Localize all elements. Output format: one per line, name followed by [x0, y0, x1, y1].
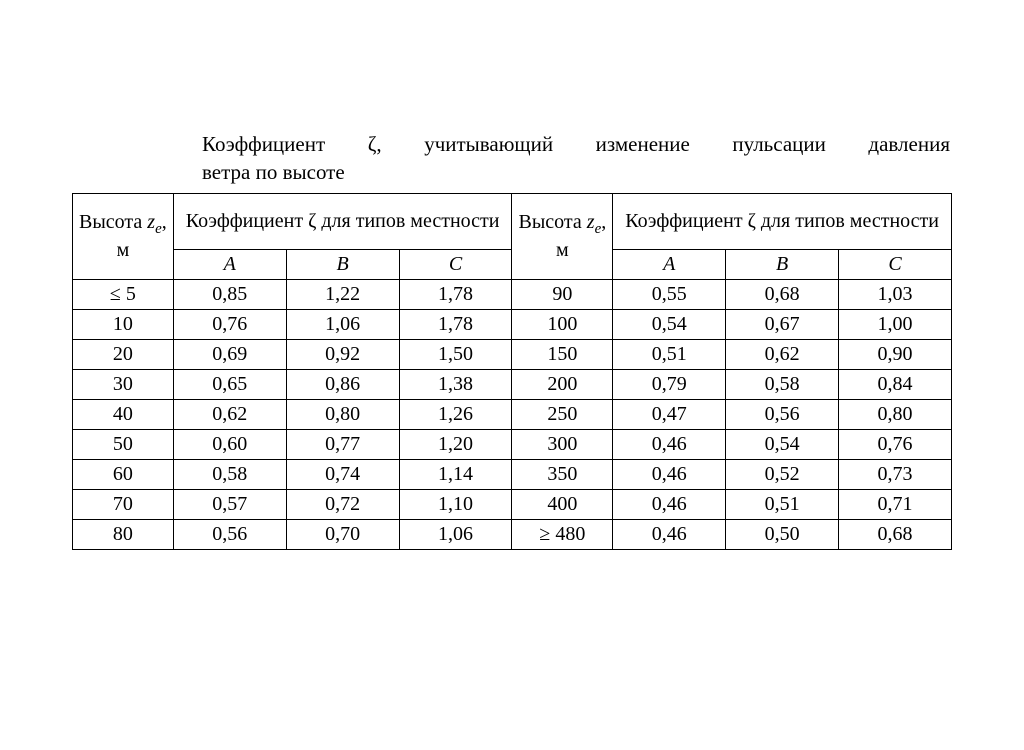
table-cell: 0,47	[613, 399, 726, 429]
table-cell: 400	[512, 489, 613, 519]
table-head: Высота ze, м Коэффициент ζ для типов мес…	[73, 193, 952, 279]
table-cell: 1,06	[399, 519, 512, 549]
table-cell: 0,69	[173, 339, 286, 369]
table-row: 500,600,771,203000,460,540,76	[73, 429, 952, 459]
table-cell: 40	[73, 399, 174, 429]
table-cell: 0,62	[173, 399, 286, 429]
table-cell: 1,06	[286, 309, 399, 339]
table-cell: 0,56	[173, 519, 286, 549]
table-cell: 0,58	[173, 459, 286, 489]
table-cell: 90	[512, 279, 613, 309]
table-cell: 0,72	[286, 489, 399, 519]
table-cell: 0,46	[613, 489, 726, 519]
table-cell: 0,80	[286, 399, 399, 429]
table-row: ≤ 50,851,221,78900,550,681,03	[73, 279, 952, 309]
header-coeff-left: Коэффициент ζ для типов местности	[173, 193, 512, 249]
table-cell: 300	[512, 429, 613, 459]
table-cell: 0,46	[613, 429, 726, 459]
header-a-right: A	[613, 249, 726, 279]
table-cell: 0,80	[839, 399, 952, 429]
table-cell: 0,85	[173, 279, 286, 309]
table-cell: 0,77	[286, 429, 399, 459]
table-cell: 1,78	[399, 279, 512, 309]
table-cell: 0,71	[839, 489, 952, 519]
table-cell: ≥ 480	[512, 519, 613, 549]
table-cell: 250	[512, 399, 613, 429]
table-cell: 100	[512, 309, 613, 339]
caption-line-2: ветра по высоте	[72, 158, 952, 186]
table-body: ≤ 50,851,221,78900,550,681,03100,761,061…	[73, 279, 952, 549]
table-cell: 0,76	[839, 429, 952, 459]
table-row: 200,690,921,501500,510,620,90	[73, 339, 952, 369]
table-cell: 0,70	[286, 519, 399, 549]
header-b-left: B	[286, 249, 399, 279]
table-cell: 0,68	[839, 519, 952, 549]
table-cell: 1,10	[399, 489, 512, 519]
table-cell: 0,56	[726, 399, 839, 429]
table-cell: 70	[73, 489, 174, 519]
table-cell: 0,62	[726, 339, 839, 369]
table-cell: 0,86	[286, 369, 399, 399]
table-cell: 1,38	[399, 369, 512, 399]
table-row: 100,761,061,781000,540,671,00	[73, 309, 952, 339]
header-c-right: C	[839, 249, 952, 279]
table-cell: 50	[73, 429, 174, 459]
table-row: 600,580,741,143500,460,520,73	[73, 459, 952, 489]
table-cell: 0,54	[726, 429, 839, 459]
caption-line-1: Коэффициент ζ, учитывающий изменение пул…	[72, 130, 952, 158]
table-row: 300,650,861,382000,790,580,84	[73, 369, 952, 399]
table-cell: 0,46	[613, 519, 726, 549]
table-row: 400,620,801,262500,470,560,80	[73, 399, 952, 429]
table-cell: 0,65	[173, 369, 286, 399]
table-cell: 0,84	[839, 369, 952, 399]
table-cell: 1,20	[399, 429, 512, 459]
table-cell: 0,67	[726, 309, 839, 339]
table-cell: 0,57	[173, 489, 286, 519]
table-cell: 200	[512, 369, 613, 399]
table-cell: 0,50	[726, 519, 839, 549]
table-cell: 0,58	[726, 369, 839, 399]
table-cell: 0,60	[173, 429, 286, 459]
table-cell: 0,54	[613, 309, 726, 339]
table-cell: 1,26	[399, 399, 512, 429]
header-a-left: A	[173, 249, 286, 279]
table-caption: Коэффициент ζ, учитывающий изменение пул…	[72, 130, 952, 187]
table-cell: 1,00	[839, 309, 952, 339]
table-cell: 0,92	[286, 339, 399, 369]
table-cell: 0,68	[726, 279, 839, 309]
header-c-left: C	[399, 249, 512, 279]
table-row: 700,570,721,104000,460,510,71	[73, 489, 952, 519]
table-cell: 30	[73, 369, 174, 399]
table-cell: 60	[73, 459, 174, 489]
table-cell: 350	[512, 459, 613, 489]
header-b-right: B	[726, 249, 839, 279]
table-cell: 0,51	[613, 339, 726, 369]
table-cell: 0,74	[286, 459, 399, 489]
header-coeff-right: Коэффициент ζ для типов местности	[613, 193, 952, 249]
table-cell: ≤ 5	[73, 279, 174, 309]
table-cell: 0,46	[613, 459, 726, 489]
table-cell: 20	[73, 339, 174, 369]
table-cell: 0,73	[839, 459, 952, 489]
table-cell: 0,90	[839, 339, 952, 369]
table-cell: 0,52	[726, 459, 839, 489]
header-height-left: Высота ze, м	[73, 193, 174, 279]
table-cell: 0,55	[613, 279, 726, 309]
table-cell: 1,22	[286, 279, 399, 309]
table-cell: 1,50	[399, 339, 512, 369]
header-height-right: Высота ze, м	[512, 193, 613, 279]
table-cell: 1,14	[399, 459, 512, 489]
table-cell: 10	[73, 309, 174, 339]
coefficient-table: Высота ze, м Коэффициент ζ для типов мес…	[72, 193, 952, 550]
table-cell: 1,78	[399, 309, 512, 339]
table-cell: 0,79	[613, 369, 726, 399]
table-cell: 1,03	[839, 279, 952, 309]
table-row: 800,560,701,06≥ 4800,460,500,68	[73, 519, 952, 549]
table-cell: 0,76	[173, 309, 286, 339]
table-cell: 0,51	[726, 489, 839, 519]
table-cell: 150	[512, 339, 613, 369]
table-cell: 80	[73, 519, 174, 549]
